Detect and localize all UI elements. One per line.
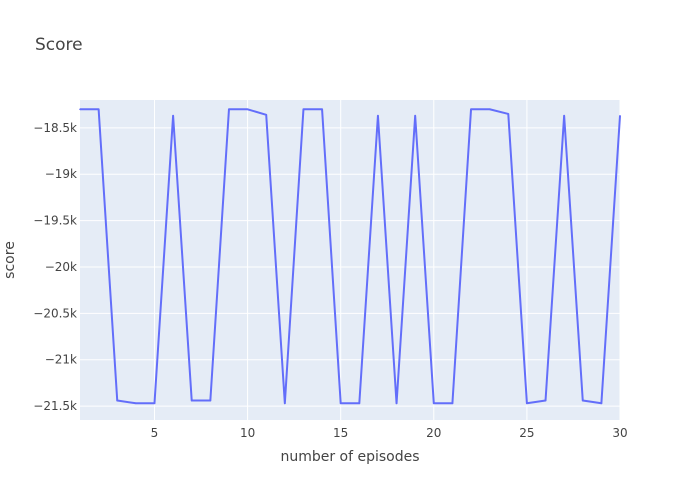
x-tick-label: 15 [333,426,348,440]
data-point [581,399,584,402]
data-point [544,399,547,402]
y-axis-title: score [2,241,18,279]
data-point [228,108,230,111]
data-point [395,402,398,405]
x-tick-label: 5 [151,426,159,440]
data-point [470,108,472,111]
data-point [190,399,193,402]
data-point [302,108,305,111]
data-point [432,402,435,405]
x-tick-label: 10 [240,426,255,440]
x-axis-title: number of episodes [280,449,419,465]
y-tick-label: −19.5k [33,214,77,228]
x-tick-label: 20 [426,426,441,440]
data-point [172,114,174,117]
y-axis-ticks: −18.5k −19k −19.5k −20k −20.5k −21k −21.5k [33,121,77,413]
y-tick-label: −18.5k [33,121,77,135]
plot-area [80,100,620,420]
chart-title: Score [35,35,83,55]
data-point [377,114,379,117]
x-tick-label: 25 [519,426,534,440]
y-tick-label: −21.5k [33,399,77,413]
y-tick-label: −20.5k [33,306,77,320]
data-point [153,402,156,405]
data-point [209,399,212,402]
data-point [414,114,416,117]
data-point [507,113,510,115]
data-point [321,108,323,111]
data-point [600,402,603,405]
data-point [451,402,454,405]
data-point [358,402,361,405]
data-point [526,402,528,405]
data-point [135,402,137,405]
data-point [339,402,342,405]
grid-lines [80,100,621,420]
y-tick-label: −20k [45,260,77,274]
data-point [265,114,268,116]
data-point [563,114,565,117]
y-tick-label: −19k [45,167,77,181]
data-point [97,108,100,111]
data-point [619,114,621,117]
y-tick-label: −21k [45,353,77,367]
series-layer [79,108,621,405]
data-point [116,399,119,402]
data-point [284,402,286,405]
series-line [80,108,621,405]
x-tick-label: 30 [612,426,627,440]
x-axis-ticks: 5 10 15 20 25 30 [151,426,628,440]
data-point [79,108,81,111]
data-point [488,108,491,111]
data-point [246,108,249,111]
